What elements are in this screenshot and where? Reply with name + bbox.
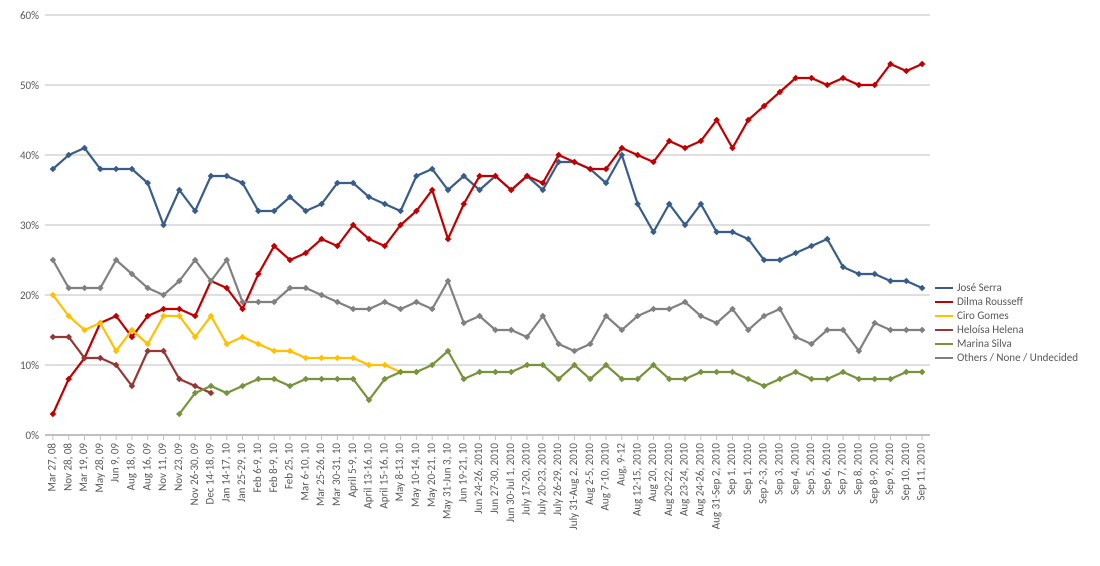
svg-text:Feb 6-9, 10: Feb 6-9, 10: [251, 443, 264, 493]
svg-text:May 28, 09: May 28, 09: [93, 443, 106, 493]
legend-swatch: [935, 301, 953, 303]
svg-text:Nov 23, 09: Nov 23, 09: [172, 443, 185, 491]
legend-swatch: [935, 357, 953, 359]
legend-item: Heloísa Helena: [935, 323, 1078, 336]
svg-text:0%: 0%: [26, 429, 40, 442]
svg-text:60%: 60%: [20, 9, 39, 22]
svg-text:Aug 31-Sep 2, 2010: Aug 31-Sep 2, 2010: [709, 443, 722, 530]
legend-label: Heloísa Helena: [957, 323, 1024, 336]
svg-text:Sep 1, 2010: Sep 1, 2010: [741, 443, 754, 495]
svg-text:Mar 19, 09: Mar 19, 09: [77, 443, 90, 492]
legend-label: Marina Silva: [957, 337, 1012, 350]
svg-text:Sep 4, 2010: Sep 4, 2010: [788, 443, 801, 495]
svg-text:May 20-21, 10: May 20-21, 10: [425, 443, 438, 507]
svg-text:10%: 10%: [20, 359, 39, 372]
legend-swatch: [935, 343, 953, 345]
svg-text:Sep 1, 2010: Sep 1, 2010: [725, 443, 738, 495]
legend-label: Others / None / Undecided: [957, 351, 1078, 364]
svg-text:Aug 23-24, 2010: Aug 23-24, 2010: [678, 443, 691, 516]
svg-text:Jan 25-29, 10: Jan 25-29, 10: [235, 443, 248, 503]
svg-text:Aug 18, 09: Aug 18, 09: [125, 443, 138, 491]
svg-text:Sep 7, 2010: Sep 7, 2010: [836, 443, 849, 495]
svg-text:Aug 24-26, 2010: Aug 24-26, 2010: [693, 443, 706, 516]
legend-item: Marina Silva: [935, 337, 1078, 350]
svg-text:Jan 14-17, 10: Jan 14-17, 10: [219, 443, 232, 503]
legend-swatch: [935, 315, 953, 317]
svg-text:Jun 27-30, 2010: Jun 27-30, 2010: [488, 443, 501, 514]
svg-text:Jun 24-26, 2010: Jun 24-26, 2010: [472, 443, 485, 514]
svg-text:July 31-Aug 2, 2010: July 31-Aug 2, 2010: [567, 443, 580, 530]
svg-text:30%: 30%: [20, 219, 39, 232]
svg-text:Sep 3, 2010: Sep 3, 2010: [772, 443, 785, 495]
svg-text:Mar 30-31, 10: Mar 30-31, 10: [330, 443, 343, 506]
svg-text:July 26-29, 2010: July 26-29, 2010: [551, 443, 564, 516]
svg-text:Sep 2-3, 2010: Sep 2-3, 2010: [757, 443, 770, 504]
svg-text:Jun 19-21, 10: Jun 19-21, 10: [456, 443, 469, 503]
legend-item: José Serra: [935, 281, 1078, 294]
legend-item: Others / None / Undecided: [935, 351, 1078, 364]
svg-text:Sep 6, 2010: Sep 6, 2010: [820, 443, 833, 495]
svg-text:Sep 11, 2010: Sep 11, 2010: [915, 443, 928, 501]
svg-text:Sep 9, 2010: Sep 9, 2010: [883, 443, 896, 495]
legend-item: Ciro Gomes: [935, 309, 1078, 322]
svg-text:40%: 40%: [20, 149, 39, 162]
svg-text:Sep 10, 2010: Sep 10, 2010: [899, 443, 912, 501]
svg-text:May 31-Jun 3, 10: May 31-Jun 3, 10: [441, 443, 454, 519]
legend-label: Dilma Rousseff: [957, 295, 1023, 308]
svg-text:Sep 8, 2010: Sep 8, 2010: [852, 443, 865, 495]
svg-text:Mar 27, 08: Mar 27, 08: [46, 443, 59, 492]
svg-text:Aug, 9-12: Aug, 9-12: [614, 443, 627, 486]
svg-text:April 15-16, 10: April 15-16, 10: [377, 443, 390, 509]
svg-text:Aug 12-15, 2010: Aug 12-15, 2010: [630, 443, 643, 516]
svg-text:May 10-14, 10: May 10-14, 10: [409, 443, 422, 507]
svg-text:Aug 16, 09: Aug 16, 09: [140, 443, 153, 491]
svg-text:Nov 26-30, 09: Nov 26-30, 09: [188, 443, 201, 506]
svg-text:20%: 20%: [20, 289, 39, 302]
svg-text:Feb 8-9, 10: Feb 8-9, 10: [267, 443, 280, 493]
svg-text:Jun 9, 09: Jun 9, 09: [109, 443, 122, 483]
chart-container: 0% 10% 20% 30% 40% 50% 60% Mar 27, 08Nov 28, 08…: [0, 0, 1100, 566]
svg-text:Nov 28, 08: Nov 28, 08: [61, 443, 74, 491]
legend-item: Dilma Rousseff: [935, 295, 1078, 308]
svg-text:Mar 6-10, 10: Mar 6-10, 10: [298, 443, 311, 501]
svg-text:Feb 25, 10: Feb 25, 10: [283, 443, 296, 490]
legend-label: José Serra: [957, 281, 1002, 294]
svg-text:50%: 50%: [20, 79, 39, 92]
svg-text:April 5-9, 10: April 5-9, 10: [346, 443, 359, 498]
legend-label: Ciro Gomes: [957, 309, 1009, 322]
svg-text:Sep 8-9, 2010: Sep 8-9, 2010: [867, 443, 880, 504]
svg-text:Mar 25-26, 10: Mar 25-26, 10: [314, 443, 327, 506]
svg-text:Jun 30-Jul 1, 2010: Jun 30-Jul 1, 2010: [504, 443, 517, 523]
svg-text:Aug 7-10, 2010: Aug 7-10, 2010: [599, 443, 612, 511]
svg-text:Aug 20-22, 2010: Aug 20-22, 2010: [662, 443, 675, 516]
svg-text:Sep 5, 2010: Sep 5, 2010: [804, 443, 817, 495]
svg-text:July 20-23, 2010: July 20-23, 2010: [535, 443, 548, 516]
svg-text:Aug 2-5, 2010: Aug 2-5, 2010: [583, 443, 596, 505]
legend-swatch: [935, 287, 953, 289]
svg-text:July 17-20, 2010: July 17-20, 2010: [520, 443, 533, 516]
svg-text:May 8-13, 10: May 8-13, 10: [393, 443, 406, 502]
svg-text:Dec 14-18, 09: Dec 14-18, 09: [204, 443, 217, 505]
legend: José SerraDilma RousseffCiro GomesHeloís…: [935, 280, 1078, 365]
legend-swatch: [935, 329, 953, 331]
svg-text:Nov 11, 09: Nov 11, 09: [156, 443, 169, 491]
svg-text:April 13-16, 10: April 13-16, 10: [362, 443, 375, 509]
svg-text:Aug 20, 2010: Aug 20, 2010: [646, 443, 659, 502]
